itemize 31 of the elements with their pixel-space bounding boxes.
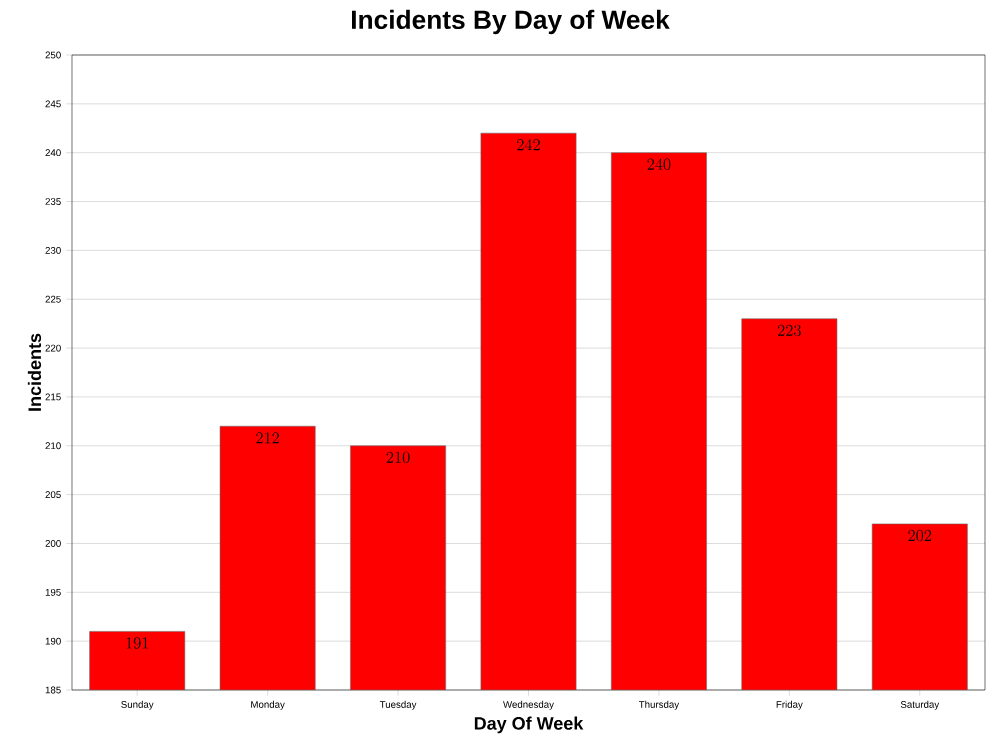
y-tick-label: 185: [45, 686, 61, 694]
y-tick-label: 190: [45, 637, 61, 645]
y-tick-label: 210: [45, 442, 61, 450]
x-tick-label: Tuesday: [379, 700, 417, 710]
y-tick-label: 230: [45, 246, 61, 254]
x-tick-label: Friday: [776, 700, 803, 710]
y-tick-label: 235: [45, 198, 61, 205]
y-tick-label: 245: [45, 100, 61, 108]
y-tick-label: 215: [45, 393, 61, 401]
y-tick-label: 225: [45, 295, 61, 303]
y-tick-label: 195: [45, 588, 61, 596]
data-label: 223: [777, 324, 801, 337]
data-label: 202: [908, 529, 932, 542]
data-label: 212: [256, 432, 279, 444]
y-tick-label: 250: [45, 51, 61, 59]
x-tick-label: Wednesday: [503, 700, 554, 710]
chart-title: Incidents By Day of Week: [352, 9, 670, 35]
x-tick-label: Monday: [251, 700, 285, 710]
x-tick-label: Thursday: [638, 700, 680, 710]
y-axis-title: Incidents: [27, 333, 42, 411]
data-label: 240: [647, 158, 671, 171]
data-label: 210: [386, 451, 410, 464]
data-label: 191: [126, 637, 149, 649]
y-tick-label: 200: [45, 540, 61, 547]
y-tick-label: 220: [45, 344, 61, 352]
y-tick-label: 205: [45, 491, 61, 499]
data-label: 242: [517, 138, 540, 151]
x-tick-label: Sunday: [121, 700, 154, 710]
x-tick-label: Saturday: [900, 700, 940, 710]
y-tick-label: 240: [45, 149, 61, 157]
x-axis-title: Day Of Week: [474, 716, 584, 734]
